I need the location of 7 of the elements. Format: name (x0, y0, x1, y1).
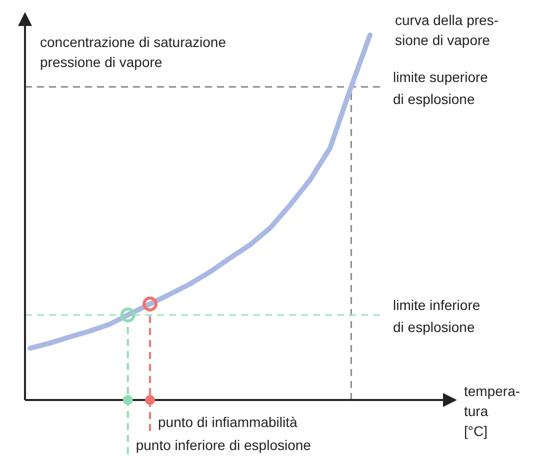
x-axis-title: tempera- tura [°C] (464, 383, 520, 439)
series-label: curva della pres- sione di vapore (395, 12, 499, 48)
text: punto inferiore di esplosione (136, 437, 312, 453)
ref-line-label: limite inferiore di esplosione (393, 296, 480, 335)
ref-line-label: limite superiore di esplosione (393, 68, 488, 107)
y-axis-title: concentrazione di saturazione pressione di vapore (40, 34, 226, 70)
text: punto di infiammabilità (158, 414, 298, 430)
